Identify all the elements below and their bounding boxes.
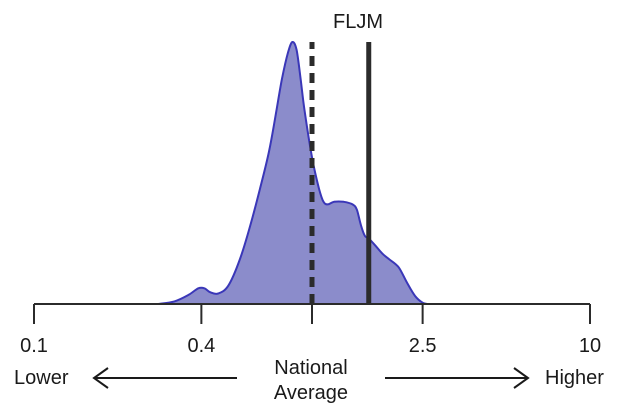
plot-area — [157, 40, 429, 305]
reference-lines — [309, 42, 372, 304]
x-tick-label: 0.4 — [187, 335, 215, 357]
x-axis: 0.1 0.4 2.5 10 — [20, 303, 601, 357]
higher-label: Higher — [545, 367, 604, 389]
left-arrow-icon — [92, 367, 109, 389]
lower-label: Lower — [14, 367, 69, 389]
national-average-label-line2: Average — [274, 382, 348, 404]
direction-legend: Lower National Average Higher — [14, 357, 604, 404]
x-tick-label: 0.1 — [20, 335, 48, 357]
density-area — [157, 40, 429, 305]
x-tick-label: 2.5 — [409, 335, 437, 357]
reference-label: FLJM — [333, 11, 383, 33]
national-average-label-line1: National — [274, 357, 347, 379]
right-arrow-icon — [513, 367, 530, 389]
x-tick-label: 10 — [579, 335, 601, 357]
